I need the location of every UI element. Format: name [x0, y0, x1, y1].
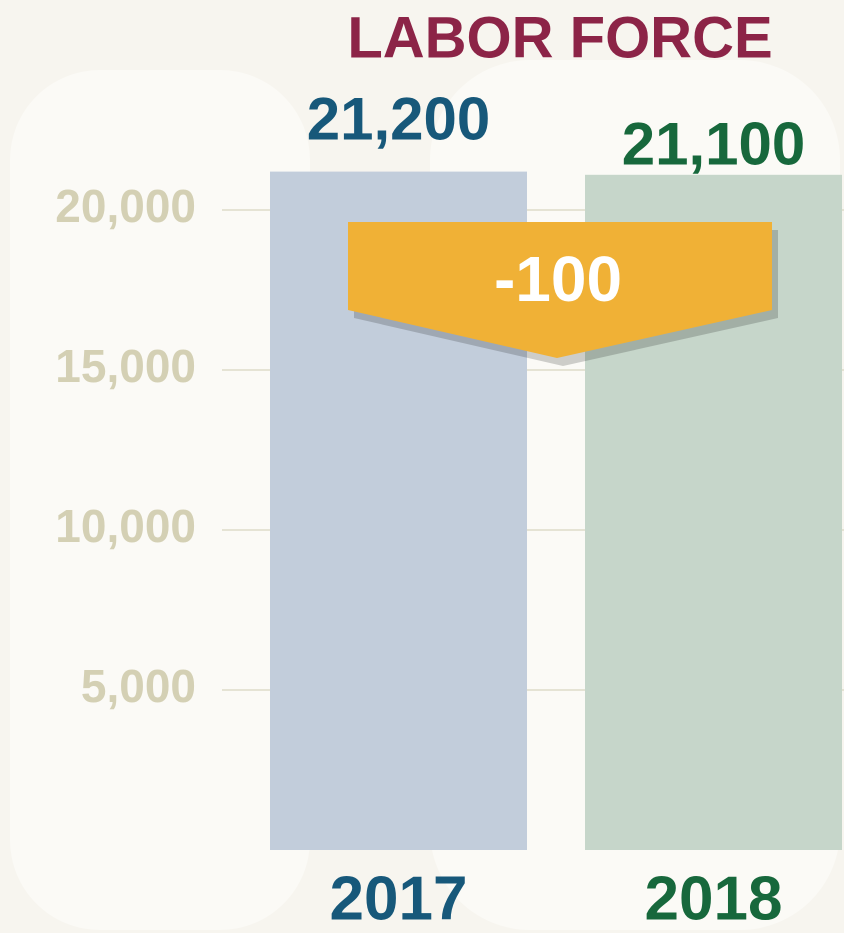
value-label: 21,100	[622, 111, 806, 178]
x-tick-label: 2017	[330, 864, 468, 933]
annotation: -100	[494, 243, 622, 315]
value-label: 21,200	[307, 85, 491, 152]
y-tick-label: 15,000	[55, 340, 196, 392]
x-tick-label: 2018	[645, 864, 783, 933]
y-tick-label: 5,000	[81, 660, 196, 712]
chart-title: LABOR FORCE	[347, 5, 772, 70]
y-tick-label: 20,000	[55, 180, 196, 232]
annotation-banner	[348, 222, 772, 358]
y-tick-label: 10,000	[55, 500, 196, 552]
